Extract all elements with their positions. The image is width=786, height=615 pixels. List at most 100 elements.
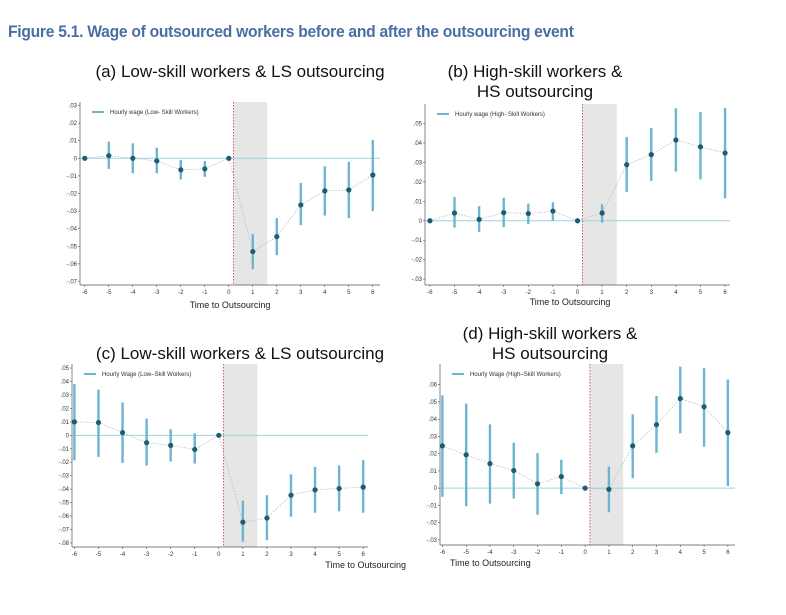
y-tick-label: 0 [419,219,423,225]
data-point [582,485,588,491]
data-point [534,481,541,487]
x-tick-label: -5 [463,550,469,556]
data-point [697,144,704,150]
data-point [725,430,731,436]
x-tick-label: -1 [202,290,208,296]
x-tick-label: 6 [723,290,727,296]
y-tick-label: -.02 [59,460,70,466]
data-point [606,486,612,492]
data-point [648,152,654,158]
x-axis-title: Time to Outsourcing [190,300,271,310]
data-point [487,461,493,467]
data-point [336,485,342,492]
x-tick-label: 2 [265,552,269,558]
data-point [106,153,112,159]
data-point [701,404,707,410]
x-tick-label: 2 [275,290,279,296]
x-tick-label: 0 [217,552,221,558]
x-tick-label: 1 [600,290,604,296]
series-connector-line [442,398,729,490]
data-point [427,218,433,224]
data-point [501,210,507,216]
y-tick-label: 0 [434,486,438,492]
y-tick-label: -.01 [427,503,438,509]
data-point [274,234,280,240]
x-tick-label: -3 [154,290,160,296]
x-axis-title: Time to Outsourcing [450,558,531,568]
data-point [312,487,318,493]
chart-panel-b: .05 .04 .03 .02 .01 0 -.01 -.02 -.03 -6 -5 -4 -3 -2 -1… [412,104,730,307]
x-tick-label: -6 [427,290,433,296]
data-point [550,208,556,214]
data-point [240,519,246,525]
panel-a-title: (a) Low-skill workers & LS outsourcing [95,62,385,81]
y-tick-label: -.05 [59,501,70,507]
x-tick-label: 4 [323,290,327,296]
x-tick-label: 5 [347,290,351,296]
x-axis-title: Time to Outsourcing [325,560,406,570]
y-tick-label: -.07 [67,279,78,285]
series-connector-line [429,139,726,222]
data-point [119,430,126,436]
y-tick-label: .02 [61,406,70,412]
y-tick-label: .01 [414,199,423,205]
series-connector-line [84,155,374,253]
y-tick-label: .04 [414,141,423,147]
x-tick-label: -1 [192,552,198,558]
y-tick-label: .05 [429,400,438,406]
x-tick-label: 1 [251,290,255,296]
data-point [574,218,581,224]
data-point [360,484,366,490]
y-tick-label: -.02 [412,258,423,264]
y-tick-label: -.08 [59,541,70,547]
legend-label: Hourly Wage (Low–Skill Workers) [102,372,191,378]
y-tick-label: -.01 [412,238,423,244]
data-point [558,473,564,480]
y-tick-label: .03 [61,393,70,399]
y-tick-label: -.03 [412,277,423,283]
data-point [95,419,102,426]
data-point [192,446,198,453]
data-point [298,202,304,208]
x-tick-label: -1 [559,550,565,556]
x-tick-label: -6 [72,552,78,558]
y-tick-label: .03 [429,434,438,440]
x-tick-label: -5 [452,290,458,296]
chart-panel-a: .03 .02 .01 0 -.01 -.02 -.03 -.04 -.05 -.06 -.07 -6… [67,102,380,310]
y-tick-label: -.02 [67,192,78,198]
x-tick-label: -4 [130,290,136,296]
x-tick-label: 3 [289,552,293,558]
y-tick-label: -.04 [67,227,78,233]
legend-label: Hourly wage (Low- Skill Workers) [110,110,199,116]
data-point [250,248,256,255]
y-tick-label: -.06 [67,262,78,268]
data-point [216,432,222,438]
x-tick-label: -2 [178,290,184,296]
x-tick-label: 0 [576,290,580,296]
x-tick-label: 1 [607,550,611,556]
y-tick-label: -.03 [59,474,70,480]
shaded-event-window [589,364,624,545]
data-point [178,167,184,173]
y-tick-label: .02 [414,180,423,186]
legend-label: Hourly wage (High- Skill Workers) [455,112,545,118]
y-tick-label: .02 [429,452,438,458]
legend-label: Hourly Wage (High–Skill Workers) [470,372,561,378]
data-point [624,162,630,168]
x-tick-label: -3 [144,552,150,558]
data-point [451,210,458,216]
y-tick-label: .04 [429,417,438,423]
x-tick-label: 3 [655,550,659,556]
data-point [226,155,232,161]
x-tick-label: 0 [227,290,231,296]
x-tick-label: -5 [96,552,102,558]
panel-c-title: (c) Low-skill workers & LS outsourcing [95,344,385,363]
data-point [439,443,445,449]
data-point [463,452,469,458]
data-point [202,166,208,172]
y-tick-label: -.07 [59,528,70,534]
y-tick-label: 0 [74,156,78,162]
y-tick-label: -.04 [59,487,70,493]
data-point [144,440,150,446]
chart-panel-c: .05 .04 .03 .02 .01 0 -.01 -.02 -.03 -.04 -.05 -.06… [59,364,406,570]
